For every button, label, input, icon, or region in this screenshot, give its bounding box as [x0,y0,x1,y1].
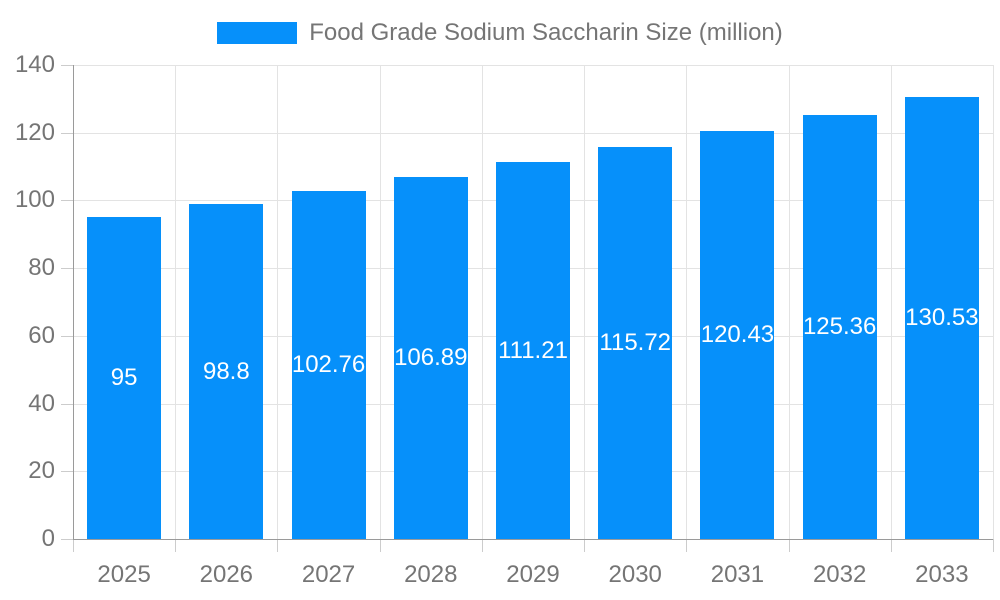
gridline [993,65,994,539]
x-axis-tick-label: 2028 [404,561,458,588]
x-axis-tick [175,539,177,552]
bar[interactable] [291,191,366,539]
bar[interactable] [598,147,673,539]
gridline [788,65,790,539]
gridline [73,65,993,66]
y-axis-tick [61,268,73,270]
bar-value-label: 120.43 [700,321,775,349]
bar-value-label: 102.76 [291,351,366,379]
y-axis-line [73,65,74,539]
y-axis-tick [61,539,73,540]
y-axis-tick [61,200,73,202]
x-axis-tick [993,539,994,552]
x-axis-tick-label: 2030 [608,561,662,588]
x-axis-tick [481,539,483,552]
x-axis-tick [584,539,586,552]
x-axis-tick-label: 2032 [812,561,867,588]
gridline [175,65,177,539]
y-axis-tick-label: 60 [28,321,55,349]
x-axis-tick-label: 2029 [506,561,560,588]
y-axis-tick [61,403,73,405]
y-axis-tick-label: 20 [28,457,55,485]
bar[interactable] [496,162,570,539]
y-axis-tick [61,65,73,66]
x-axis-tick [379,539,381,552]
y-axis-tick-label: 80 [28,254,55,282]
x-axis-tick [890,539,892,552]
gridline [73,132,993,134]
bar[interactable] [700,131,775,539]
bar-value-label: 115.72 [599,329,672,357]
legend-swatch[interactable] [217,22,298,44]
x-axis-tick [788,539,790,552]
y-axis-tick [61,132,73,134]
gridline [584,65,586,539]
y-axis-tick [61,335,73,337]
y-axis-tick-label: 0 [41,525,55,552]
gridline [379,65,381,539]
bar-value-label: 106.89 [394,344,468,372]
bar[interactable] [189,204,264,539]
y-axis-tick [61,471,73,473]
bar[interactable] [393,177,468,539]
bar[interactable] [904,97,979,539]
x-axis-tick [73,539,74,552]
y-axis-tick-label: 40 [28,389,55,417]
gridline [686,65,688,539]
y-axis-tick-label: 140 [14,51,55,78]
x-axis-tick-label: 2031 [710,561,765,588]
x-axis-tick-label: 2027 [301,561,356,588]
x-axis-line [73,539,993,540]
x-axis-tick-label: 2026 [199,561,254,588]
y-axis-tick-label: 100 [14,186,55,214]
x-axis-tick-label: 2033 [915,561,969,588]
bar[interactable] [87,217,162,539]
x-axis-tick-label: 2025 [97,561,151,588]
bar-value-label: 125.36 [802,312,877,340]
gridline [277,65,279,539]
bar-value-label: 130.53 [905,304,979,332]
x-axis-tick [277,539,279,552]
bar[interactable] [802,114,877,539]
bar-value-label: 111.21 [498,336,568,364]
x-axis-tick [686,539,688,552]
legend: Food Grade Sodium Saccharin Size (millio… [0,18,1000,48]
bar-value-label: 95 [110,364,138,392]
legend-label[interactable]: Food Grade Sodium Saccharin Size (millio… [309,19,783,46]
y-axis-tick-label: 120 [14,118,55,146]
gridline [481,65,483,539]
bar-value-label: 98.8 [202,357,250,385]
gridline [890,65,892,539]
